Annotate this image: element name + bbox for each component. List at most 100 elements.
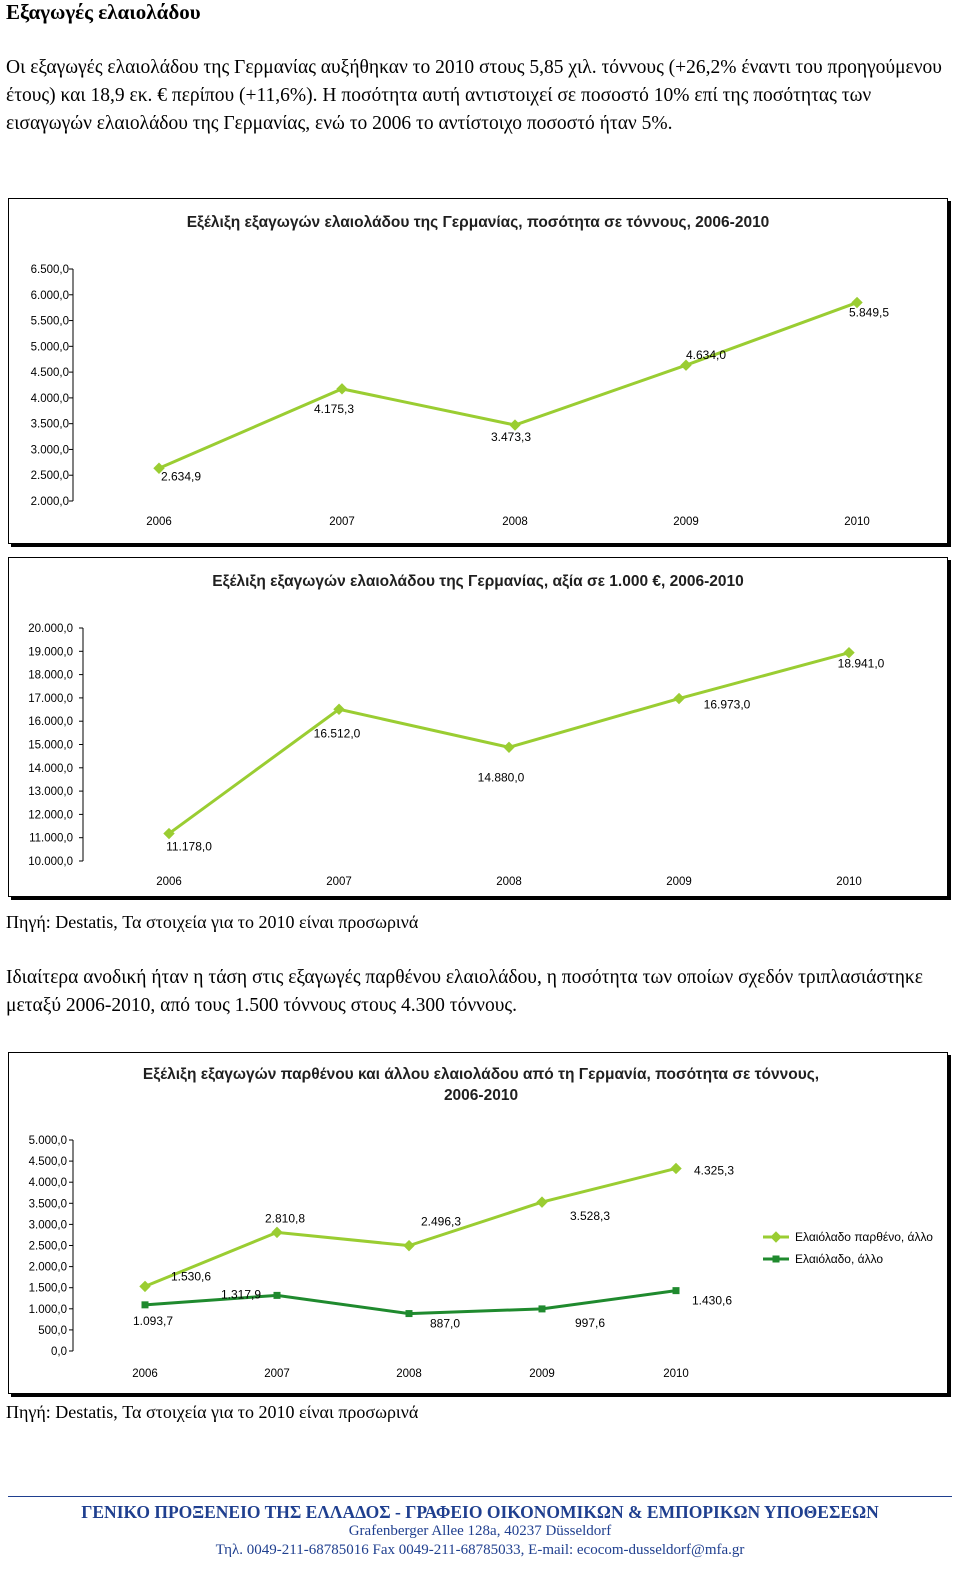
data-point xyxy=(851,296,863,309)
y-tick-label: 5.000,0 xyxy=(31,341,69,353)
footer-contact: Τηλ. 0049-211-68785016 Fax 0049-211-6878… xyxy=(215,1542,745,1558)
y-tick-label: 5.500,0 xyxy=(31,316,69,328)
data-label: 887,0 xyxy=(430,1317,460,1331)
chart-quantity: Εξέλιξη εξαγωγών ελαιολάδου της Γερμανία… xyxy=(8,198,948,544)
y-tick-label: 2.500,0 xyxy=(29,1241,67,1253)
y-tick-label: 6.000,0 xyxy=(31,290,69,302)
y-tick-label: 5.000,0 xyxy=(29,1135,67,1147)
data-point xyxy=(163,827,175,840)
x-tick-label: 2010 xyxy=(844,516,870,528)
chart-title-line-2: 2006-2010 xyxy=(444,1087,518,1104)
data-point xyxy=(139,1280,151,1293)
y-tick-label: 3.000,0 xyxy=(31,444,69,456)
y-tick-label: 2.000,0 xyxy=(29,1262,67,1274)
chart-title: Εξέλιξη εξαγωγών παρθένου και άλλου ελαι… xyxy=(143,1066,819,1083)
y-tick-label: 19.000,0 xyxy=(28,646,73,658)
data-point xyxy=(680,359,692,371)
x-tick-label: 2006 xyxy=(156,876,182,888)
data-label: 4.634,0 xyxy=(686,348,726,362)
data-label: 3.528,3 xyxy=(570,1209,610,1223)
source-note-2: Πηγή: Destatis, Τα στοιχεία για το 2010 … xyxy=(6,1402,419,1422)
virgin-oil-paragraph: Ιδιαίτερα ανοδική ήταν η τάση στις εξαγω… xyxy=(6,967,923,1016)
x-tick-label: 2009 xyxy=(529,1368,555,1380)
y-tick-label: 4.000,0 xyxy=(31,393,69,405)
data-label: 1.530,6 xyxy=(171,1269,211,1283)
data-point xyxy=(405,1310,413,1318)
chart-title: Εξέλιξη εξαγωγών ελαιολάδου της Γερμανία… xyxy=(187,214,770,231)
y-tick-label: 10.000,0 xyxy=(28,856,73,868)
data-label: 1.430,6 xyxy=(692,1294,732,1308)
y-tick-label: 20.000,0 xyxy=(28,623,73,635)
legend-marker xyxy=(772,1255,780,1263)
footer-rule xyxy=(8,1496,952,1497)
series-line xyxy=(144,1167,677,1288)
source-note-1: Πηγή: Destatis, Τα στοιχεία για το 2010 … xyxy=(6,912,419,932)
y-tick-label: 4.500,0 xyxy=(29,1156,67,1168)
chart-title: Εξέλιξη εξαγωγών ελαιολάδου της Γερμανία… xyxy=(212,573,743,590)
y-tick-label: 4.000,0 xyxy=(29,1177,67,1189)
y-tick-label: 11.000,0 xyxy=(29,833,73,845)
data-point xyxy=(403,1239,415,1252)
data-point xyxy=(509,419,521,431)
x-tick-label: 2006 xyxy=(146,516,172,528)
data-point xyxy=(503,741,515,754)
data-point xyxy=(336,383,348,395)
data-point xyxy=(273,1291,281,1299)
data-label: 16.973,0 xyxy=(704,698,751,712)
y-tick-label: 3.500,0 xyxy=(29,1198,67,1210)
data-point xyxy=(333,703,345,715)
chart-value: Εξέλιξη εξαγωγών ελαιολάδου της Γερμανία… xyxy=(8,557,948,897)
data-label: 1.317,9 xyxy=(221,1287,261,1301)
x-tick-label: 2009 xyxy=(666,876,692,888)
y-tick-label: 4.500,0 xyxy=(31,367,69,379)
data-point xyxy=(672,1287,680,1295)
x-tick-label: 2006 xyxy=(132,1368,158,1380)
y-tick-label: 2.000,0 xyxy=(31,496,69,508)
y-tick-label: 3.500,0 xyxy=(31,419,69,431)
data-point xyxy=(536,1196,548,1208)
x-tick-label: 2007 xyxy=(264,1368,290,1380)
x-tick-label: 2010 xyxy=(663,1368,689,1380)
y-tick-label: 17.000,0 xyxy=(28,693,73,705)
chart-value-svg: Εξέλιξη εξαγωγών ελαιολάδου της Γερμανία… xyxy=(28,573,885,888)
data-label: 3.473,3 xyxy=(491,430,531,444)
footer-address: Grafenberger Allee 128a, 40237 Düsseldor… xyxy=(348,1523,612,1539)
y-tick-label: 14.000,0 xyxy=(28,763,73,775)
data-label: 4.175,3 xyxy=(314,402,354,416)
legend-label: Ελαιόλαδο παρθένο, άλλο xyxy=(795,1230,933,1244)
y-tick-label: 12.000,0 xyxy=(28,809,73,821)
data-label: 4.325,3 xyxy=(694,1163,734,1177)
y-tick-label: 18.000,0 xyxy=(28,670,73,682)
chart-quantity-svg: Εξέλιξη εξαγωγών ελαιολάδου της Γερμανία… xyxy=(31,214,890,528)
data-label: 5.849,5 xyxy=(849,306,889,320)
chart-virgin-other-svg: Εξέλιξη εξαγωγών παρθένου και άλλου ελαι… xyxy=(29,1066,934,1380)
intro-paragraph: Οι εξαγωγές ελαιολάδου της Γερμανίας αυξ… xyxy=(6,57,942,134)
data-point xyxy=(670,1162,682,1175)
data-label: 997,6 xyxy=(575,1316,605,1330)
x-tick-label: 2008 xyxy=(396,1368,422,1380)
data-point xyxy=(141,1301,149,1309)
y-tick-label: 16.000,0 xyxy=(28,716,73,728)
x-tick-label: 2007 xyxy=(329,516,355,528)
y-tick-label: 2.500,0 xyxy=(31,470,69,482)
data-point xyxy=(843,646,855,659)
x-tick-label: 2009 xyxy=(673,516,699,528)
data-label: 1.093,7 xyxy=(133,1314,173,1328)
data-label: 2.496,3 xyxy=(421,1215,461,1229)
legend-marker xyxy=(770,1231,782,1243)
y-tick-label: 15.000,0 xyxy=(28,740,73,752)
data-label: 18.941,0 xyxy=(838,657,885,671)
data-label: 11.178,0 xyxy=(166,840,212,854)
data-label: 2.810,8 xyxy=(265,1211,305,1225)
data-label: 16.512,0 xyxy=(314,726,361,740)
x-tick-label: 2007 xyxy=(326,876,352,888)
y-tick-label: 1.500,0 xyxy=(29,1283,67,1295)
chart-virgin-other: Εξέλιξη εξαγωγών παρθένου και άλλου ελαι… xyxy=(8,1052,948,1394)
data-point xyxy=(673,692,685,705)
y-tick-label: 1.000,0 xyxy=(29,1304,67,1316)
footer-office-name: ΓΕΝΙΚΟ ΠΡΟΞΕΝΕΙΟ ΤΗΣ ΕΛΛΑΔΟΣ - ΓΡΑΦΕΙΟ Ο… xyxy=(81,1502,879,1522)
y-tick-label: 6.500,0 xyxy=(31,264,69,276)
data-point xyxy=(538,1305,546,1313)
page-heading: Εξαγωγές ελαιολάδου xyxy=(6,0,201,24)
x-tick-label: 2010 xyxy=(836,876,862,888)
